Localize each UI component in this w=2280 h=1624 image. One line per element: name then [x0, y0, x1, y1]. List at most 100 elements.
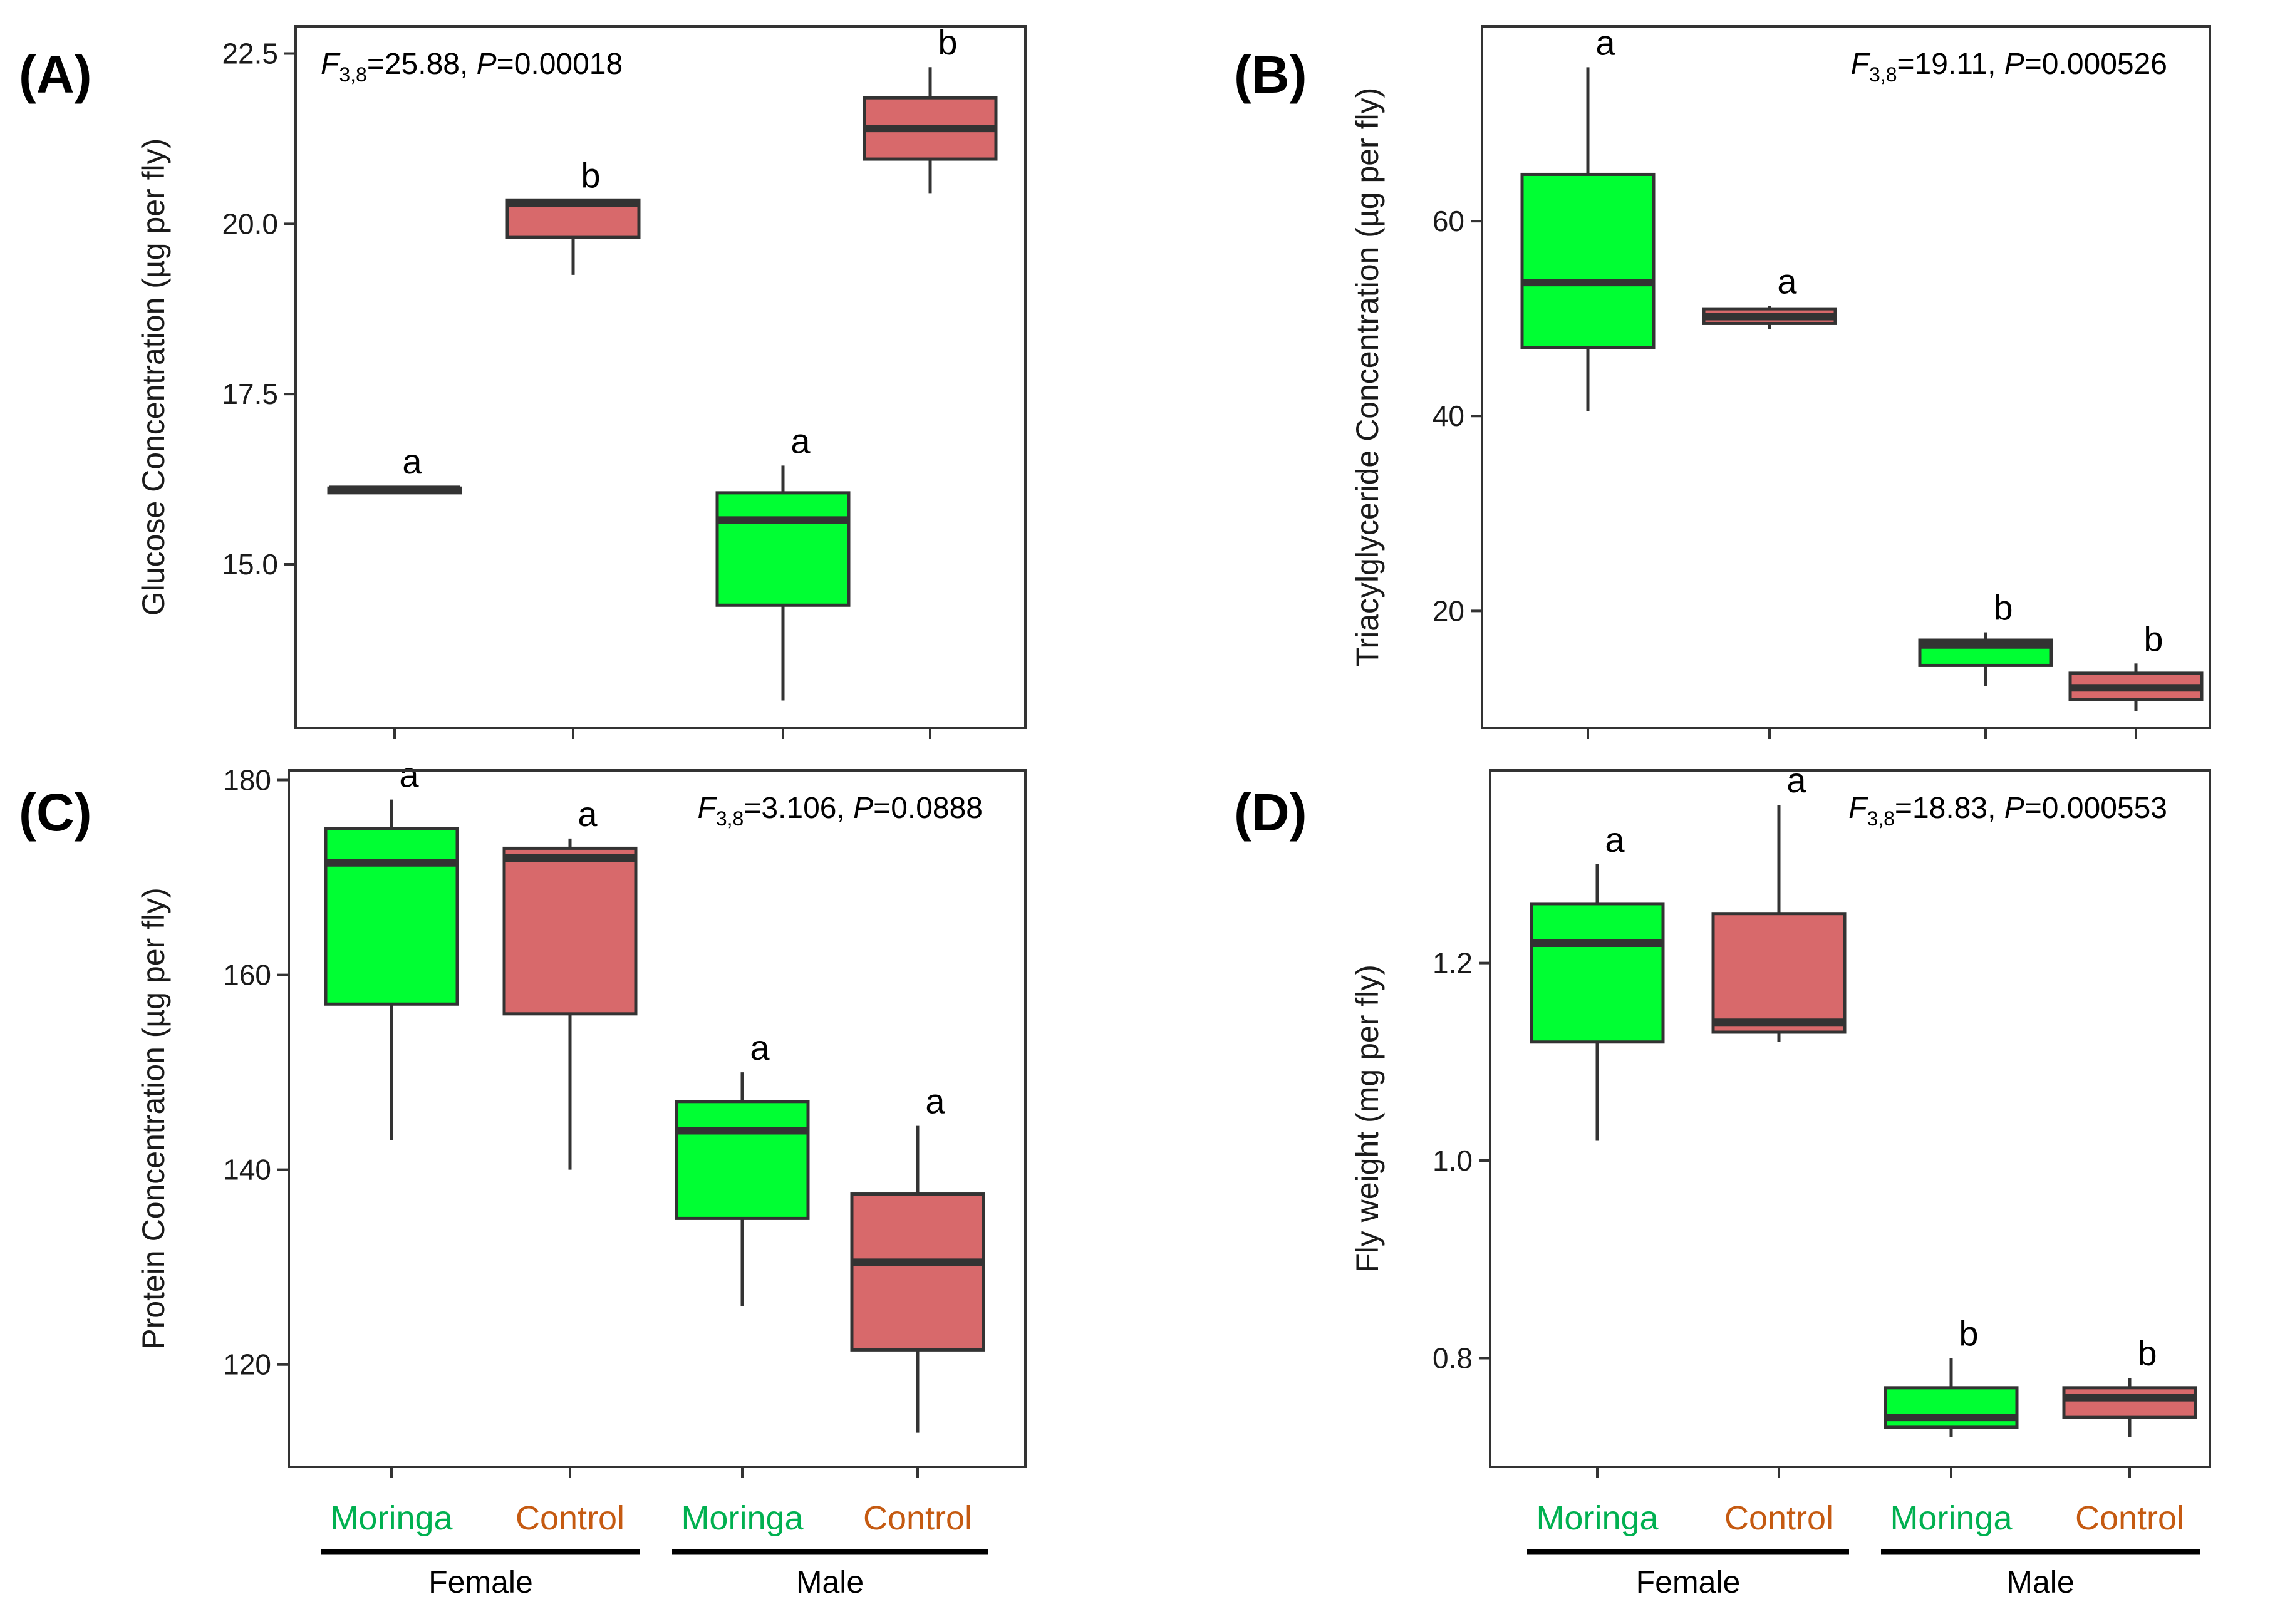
box-iqr — [850, 1192, 985, 1352]
significance-letter: a — [1595, 23, 1615, 62]
box-iqr — [502, 846, 638, 1016]
box-iqr — [1884, 1386, 2019, 1429]
y-tick-label: 140 — [223, 1154, 271, 1186]
x-category-control: Control — [863, 1499, 972, 1537]
box-male-control: b — [863, 23, 998, 194]
plot-frame — [1481, 25, 2211, 729]
box-male-control: b — [2068, 619, 2204, 711]
y-tick-label: 1.0 — [1433, 1144, 1473, 1177]
plot-frame — [1489, 769, 2211, 1468]
stat-f-symbol: F — [1848, 792, 1868, 825]
box-male-control: b — [2062, 1333, 2197, 1437]
panel-label: (B) — [1234, 45, 1307, 104]
significance-letter: b — [581, 155, 600, 195]
y-tick-label: 1.2 — [1433, 947, 1473, 980]
panel-b: (B) Triacylglyceride Concentration (µg pe… — [1234, 23, 2211, 739]
panel-d: (D) Fly weight (mg per fly) 0.8 1.0 1.2 a a b b F… — [1234, 760, 2211, 1478]
statistics-annotation: F3,8=25.88, P=0.00018 — [321, 48, 623, 86]
group-label-female: Female — [1636, 1565, 1741, 1600]
y-axis-title: Glucose Concentration (µg per fly) — [136, 138, 171, 616]
statistics-annotation: F3,8=3.106, P=0.0888 — [698, 792, 983, 830]
stat-p-symbol: P — [2004, 48, 2024, 81]
y-tick-label: 180 — [223, 764, 271, 797]
x-category-moringa: Moringa — [1536, 1499, 1659, 1537]
box-female-moringa: a — [1520, 23, 1656, 411]
x-category-control: Control — [1724, 1499, 1833, 1537]
panel-a: (A) Glucose Concentration (µg per fly) 15.… — [19, 23, 1027, 739]
plot-frame — [288, 769, 1027, 1468]
significance-letter: b — [938, 23, 957, 62]
x-category-control: Control — [516, 1499, 624, 1537]
y-tick-label: 60 — [1433, 205, 1464, 237]
significance-letter: a — [402, 442, 422, 481]
box-iqr — [675, 1100, 810, 1220]
box-male-moringa: a — [675, 1028, 810, 1306]
y-tick-label: 22.5 — [222, 37, 278, 70]
stat-p-value: =0.000553 — [2024, 792, 2167, 825]
stat-p-symbol: P — [2004, 792, 2024, 825]
significance-letter: a — [1777, 261, 1797, 301]
box-male-control: a — [850, 1082, 985, 1433]
significance-letter: a — [399, 755, 419, 795]
box-iqr — [1711, 912, 1847, 1034]
box-female-control: a — [1711, 760, 1847, 1042]
significance-letter: a — [1605, 820, 1625, 859]
box-iqr — [324, 827, 459, 1006]
stat-f-symbol: F — [321, 48, 341, 81]
y-tick-label: 0.8 — [1433, 1342, 1473, 1374]
significance-letter: a — [1786, 760, 1806, 800]
stat-f-symbol: F — [698, 792, 718, 825]
significance-letter: b — [1993, 588, 2013, 628]
significance-letter: a — [925, 1082, 945, 1121]
box-iqr — [1530, 902, 1665, 1044]
y-tick-label: 20 — [1433, 594, 1464, 627]
significance-letter: b — [2143, 619, 2163, 658]
stat-p-value: =0.0888 — [873, 792, 983, 825]
panel-label: (A) — [19, 45, 92, 104]
x-axis-labels-c: Moringa Control Moringa Control Female Male — [321, 1499, 988, 1600]
x-category-control: Control — [2075, 1499, 2184, 1537]
y-tick-label: 15.0 — [222, 548, 278, 581]
y-axis-title: Triacylglyceride Concentration (µg per f… — [1350, 88, 1385, 667]
stat-df: 3,8 — [339, 63, 366, 86]
plot-frame — [294, 25, 1027, 729]
group-label-male: Male — [2006, 1565, 2074, 1600]
stat-df: 3,8 — [1867, 807, 1894, 830]
box-female-control: a — [502, 794, 638, 1170]
y-tick-label: 17.5 — [222, 378, 278, 410]
stat-f-value: =19.11, — [1897, 48, 2004, 81]
x-category-moringa: Moringa — [1890, 1499, 2013, 1537]
stat-df: 3,8 — [716, 807, 744, 830]
significance-letter: b — [1959, 1313, 1978, 1353]
box-female-control: a — [1702, 261, 1837, 329]
y-axis-title: Protein Concentration (µg per fly) — [136, 887, 171, 1349]
panel-label: (D) — [1234, 783, 1307, 842]
box-male-moringa: b — [1918, 588, 2053, 686]
box-female-moringa: a — [324, 755, 459, 1140]
box-iqr — [2062, 1386, 2197, 1419]
box-female-moringa: a — [1530, 820, 1665, 1141]
x-axis-labels-d: Moringa Control Moringa Control Female Male — [1527, 1499, 2200, 1600]
box-female-control: b — [505, 155, 641, 275]
x-category-moringa: Moringa — [681, 1499, 804, 1537]
significance-letter: a — [750, 1028, 770, 1067]
box-male-moringa: b — [1884, 1313, 2019, 1437]
stat-df: 3,8 — [1869, 63, 1897, 86]
box-iqr — [1520, 172, 1656, 349]
stat-f-value: =25.88, — [367, 48, 477, 81]
box-female-moringa: a — [327, 442, 462, 495]
significance-letter: a — [578, 794, 598, 834]
stat-f-symbol: F — [1851, 48, 1871, 81]
stat-p-symbol: P — [477, 48, 497, 81]
panel-c: (C) Protein Concentration (µg per fly) 120… — [19, 755, 1027, 1478]
stat-f-value: =18.83, — [1895, 792, 2004, 825]
y-tick-label: 120 — [223, 1348, 271, 1381]
y-tick-label: 40 — [1433, 400, 1464, 432]
stat-p-value: =0.000526 — [2024, 48, 2167, 81]
statistics-annotation: F3,8=18.83, P=0.000553 — [1848, 792, 2167, 830]
stat-p-value: =0.00018 — [497, 48, 623, 81]
significance-letter: b — [2137, 1333, 2157, 1373]
y-axis-title: Fly weight (mg per fly) — [1350, 965, 1385, 1273]
significance-letter: a — [790, 421, 811, 460]
